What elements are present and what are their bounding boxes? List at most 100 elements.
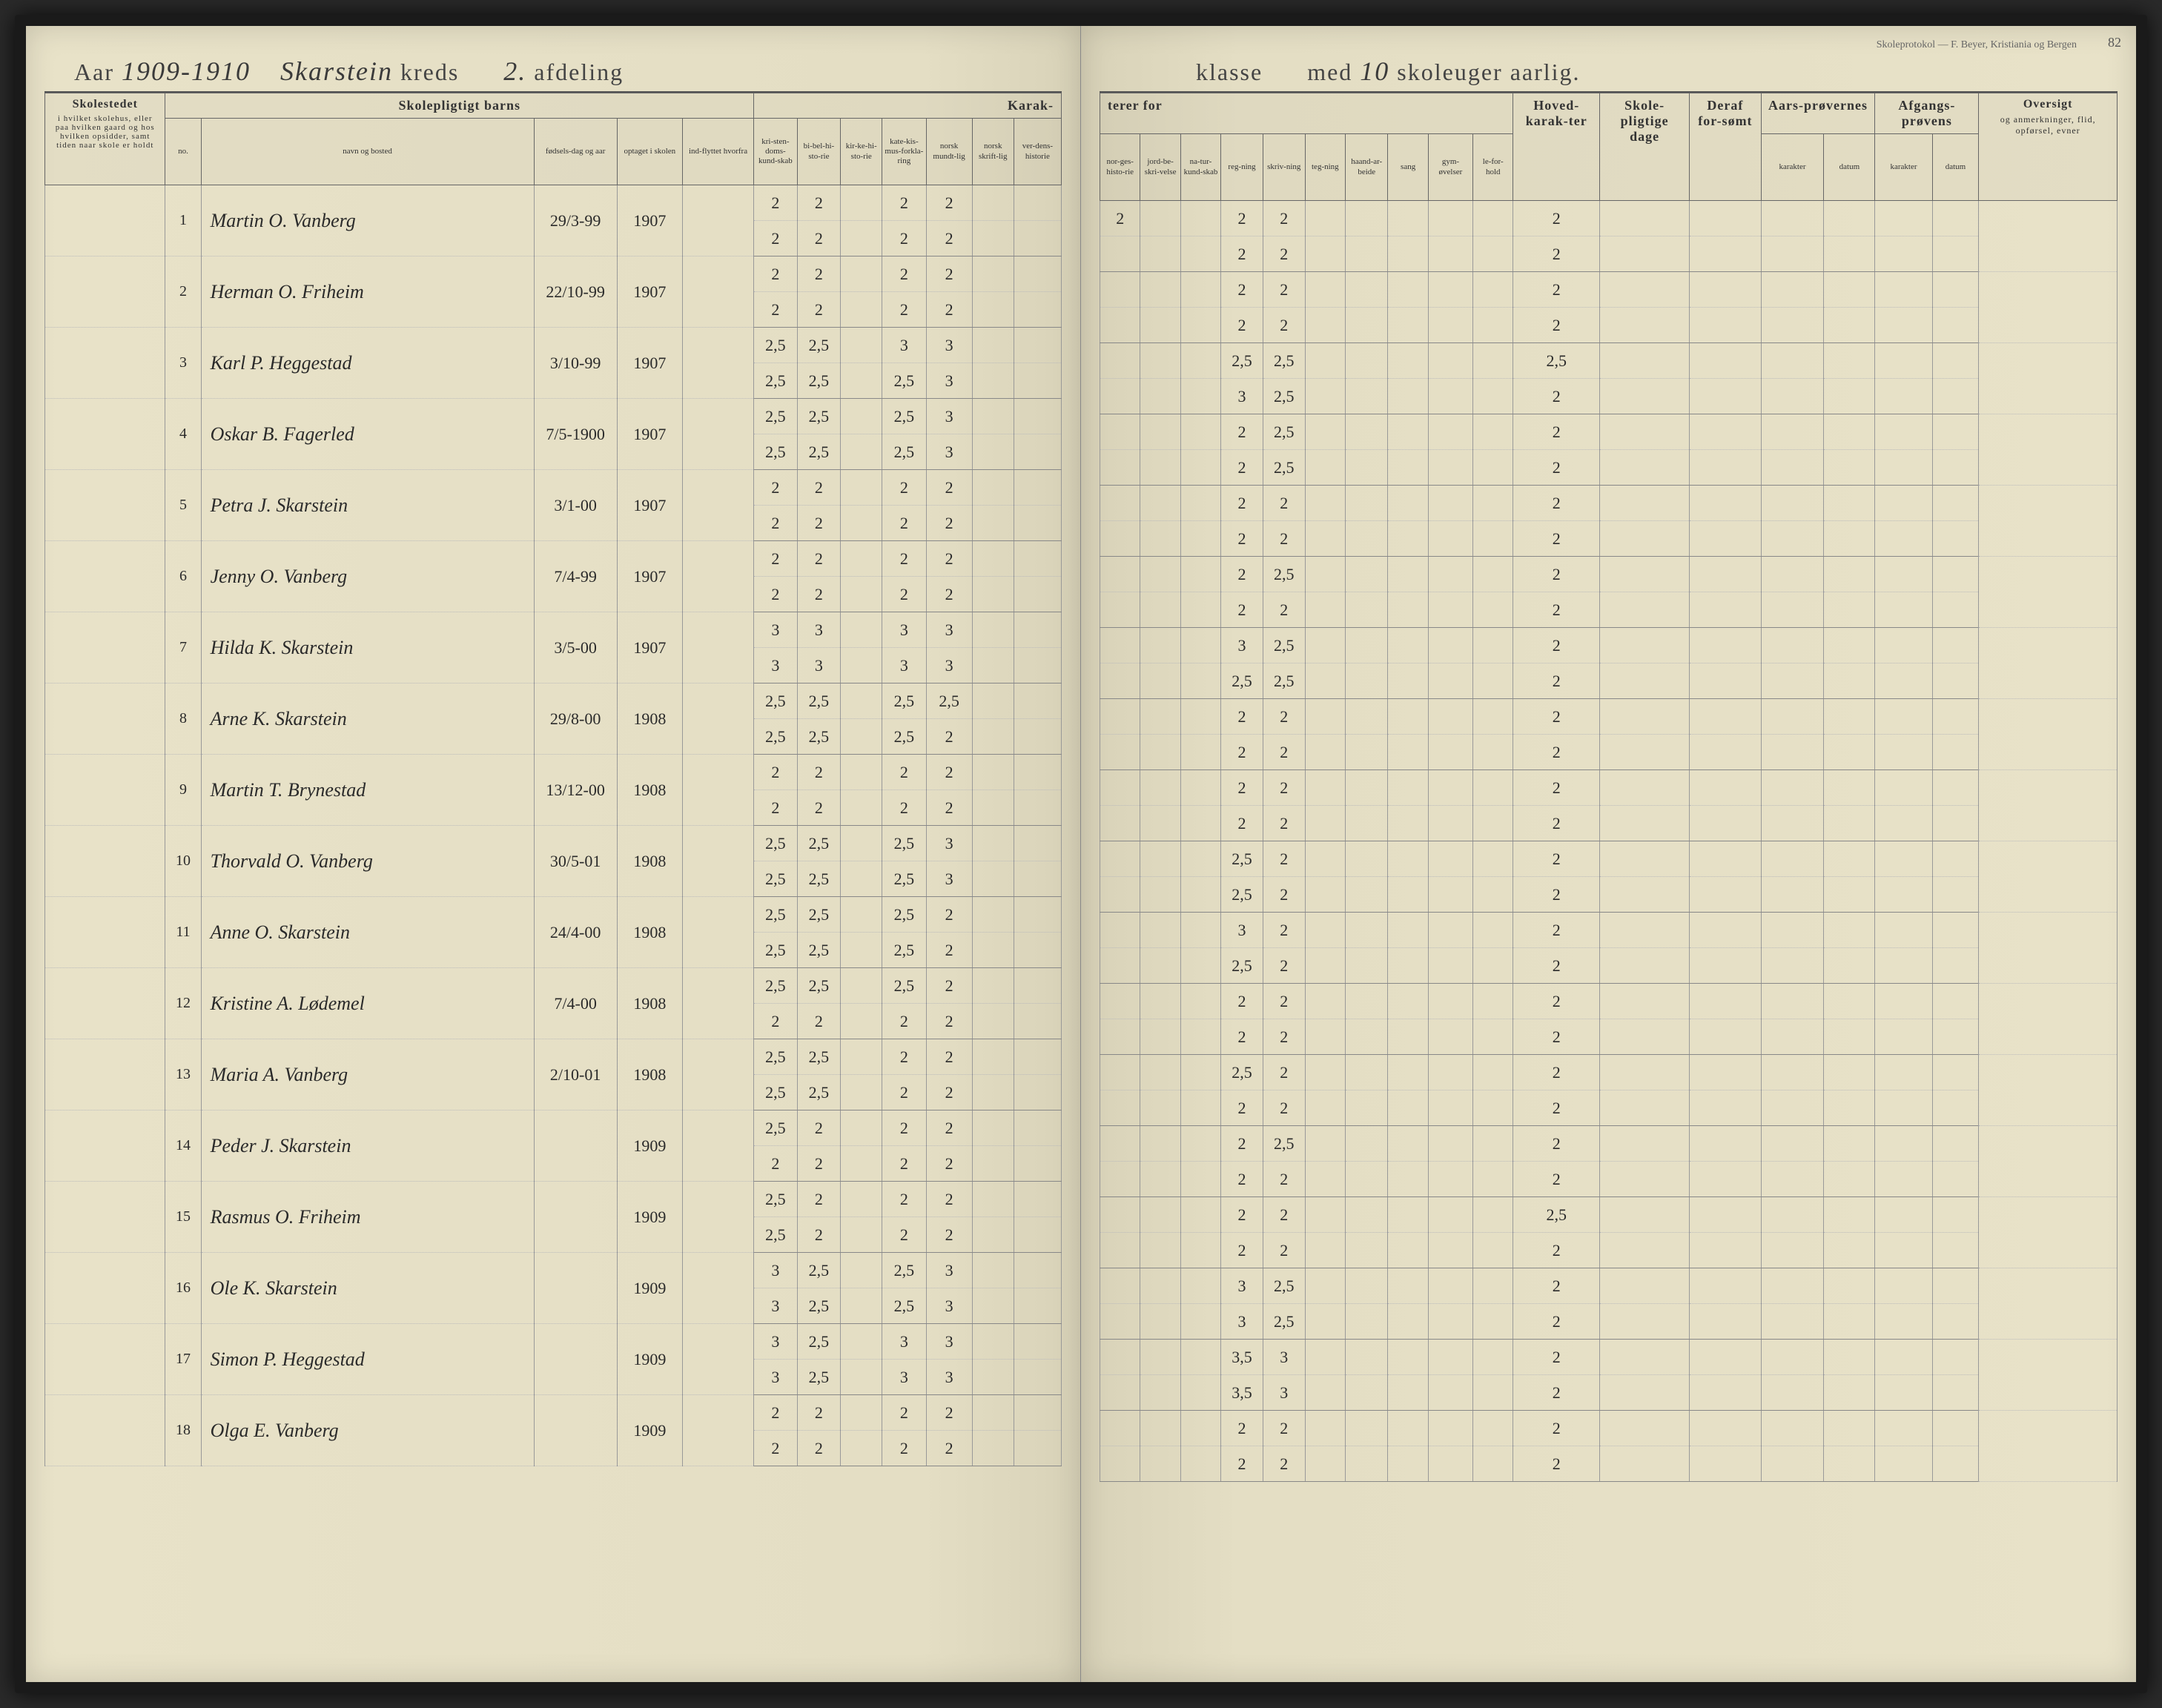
grade-cell: 2: [882, 1039, 926, 1075]
grade-cell: [1014, 612, 1061, 648]
hoved-cell: 2: [1513, 379, 1600, 414]
grade-cell: [1428, 521, 1472, 557]
col-skolestedet: Skolestedet i hvilket skolehus, eller pa…: [45, 93, 165, 185]
grade-cell: 3: [754, 648, 798, 683]
hoved-cell: 2: [1513, 770, 1600, 806]
grade-cell: 2: [1263, 1411, 1305, 1446]
skolestedet-cell: [45, 612, 165, 683]
afg-kar: [1875, 486, 1932, 521]
grade-cell: 2: [926, 1146, 972, 1182]
grade-cell: [1180, 1126, 1220, 1162]
skole-cell: [1600, 628, 1690, 663]
grade-cell: 2: [1263, 735, 1305, 770]
grade-cell: [1428, 984, 1472, 1019]
deraf-cell: [1690, 1375, 1761, 1411]
dob-cell: 3/5-00: [534, 612, 617, 683]
grade-cell: 2: [1221, 557, 1263, 592]
grade-cell: 3: [882, 1360, 926, 1395]
grade-cell: [1388, 806, 1428, 841]
grade-cell: 2,5: [1263, 450, 1305, 486]
grade-cell: 2,5: [1221, 1055, 1263, 1090]
grade-cell: 2: [797, 1217, 841, 1253]
no-cell: 6: [165, 541, 201, 612]
skole-cell: [1600, 1162, 1690, 1197]
grade-cell: [1014, 719, 1061, 755]
grade-cell: 3: [1221, 379, 1263, 414]
col-r8: sang: [1388, 134, 1428, 201]
grade-cell: [1180, 1268, 1220, 1304]
grade-cell: [1305, 486, 1345, 521]
flyttet-cell: [682, 256, 753, 328]
col-r2: jord-be-skri-velse: [1140, 134, 1180, 201]
grade-cell: 2,5: [882, 933, 926, 968]
grade-cell: [1100, 1268, 1140, 1304]
grade-cell: 2: [797, 1182, 841, 1217]
grade-cell: [1388, 699, 1428, 735]
grade-cell: [1305, 877, 1345, 913]
grade-cell: [1305, 913, 1345, 948]
grade-cell: [1100, 663, 1140, 699]
grade-cell: [1428, 1340, 1472, 1375]
hoved-cell: 2: [1513, 1162, 1600, 1197]
skolestedet-cell: [45, 1324, 165, 1395]
aars-kar: [1761, 414, 1824, 450]
student-row-right: 2222: [1100, 201, 2118, 236]
grade-cell: [1346, 557, 1388, 592]
grade-cell: 2: [797, 256, 841, 292]
grade-cell: 2: [926, 1395, 972, 1431]
year-cell: 1907: [617, 185, 682, 256]
grade-cell: 2: [1263, 201, 1305, 236]
deraf-cell: [1690, 1411, 1761, 1446]
grade-cell: [1140, 1233, 1180, 1268]
year-cell: 1908: [617, 755, 682, 826]
grade-cell: [1428, 1090, 1472, 1126]
student-row-right: 2,52,52,5: [1100, 343, 2118, 379]
grade-cell: [972, 185, 1014, 221]
deraf-cell: [1690, 628, 1761, 663]
grade-cell: [1305, 236, 1345, 272]
aars-dat: [1824, 1197, 1875, 1233]
aars-kar: [1761, 699, 1824, 735]
grade-cell: [1346, 984, 1388, 1019]
grade-cell: [972, 292, 1014, 328]
oversigt-cell: [1979, 1055, 2118, 1126]
grade-cell: [1388, 628, 1428, 663]
grade-cell: [1014, 755, 1061, 790]
aars-dat: [1824, 450, 1875, 486]
grade-cell: [1100, 913, 1140, 948]
grade-cell: [1180, 1304, 1220, 1340]
deraf-cell: [1690, 1019, 1761, 1055]
grade-cell: [1428, 770, 1472, 806]
hoved-cell: 2: [1513, 1304, 1600, 1340]
grade-cell: [1346, 521, 1388, 557]
no-cell: 16: [165, 1253, 201, 1324]
grade-cell: [1180, 343, 1220, 379]
skole-cell: [1600, 1304, 1690, 1340]
afg-dat: [1932, 628, 1979, 663]
grade-cell: 2: [1221, 521, 1263, 557]
grade-cell: [1014, 1395, 1061, 1431]
grade-cell: [1100, 1411, 1140, 1446]
oversigt-cell: [1979, 272, 2118, 343]
afg-dat: [1932, 663, 1979, 699]
grade-cell: 3: [926, 861, 972, 897]
name-cell: Karl P. Heggestad: [201, 328, 534, 399]
school-register-book: Aar 1909-1910 Skarstein kreds 2. afdelin…: [15, 15, 2147, 1693]
grade-cell: 2: [1263, 1233, 1305, 1268]
grade-cell: [1014, 363, 1061, 399]
grade-cell: [1346, 343, 1388, 379]
aars-kar: [1761, 592, 1824, 628]
grade-cell: 3: [754, 1360, 798, 1395]
grade-cell: [1388, 841, 1428, 877]
hoved-cell: 2: [1513, 1090, 1600, 1126]
dob-cell: 13/12-00: [534, 755, 617, 826]
grade-cell: [1346, 735, 1388, 770]
grade-cell: 2: [926, 790, 972, 826]
flyttet-cell: [682, 470, 753, 541]
afg-kar: [1875, 1411, 1932, 1446]
oversigt-cell: [1979, 201, 2118, 272]
hoved-cell: 2: [1513, 557, 1600, 592]
grade-cell: 3: [926, 826, 972, 861]
grade-cell: 2: [797, 292, 841, 328]
aars-kar: [1761, 806, 1824, 841]
